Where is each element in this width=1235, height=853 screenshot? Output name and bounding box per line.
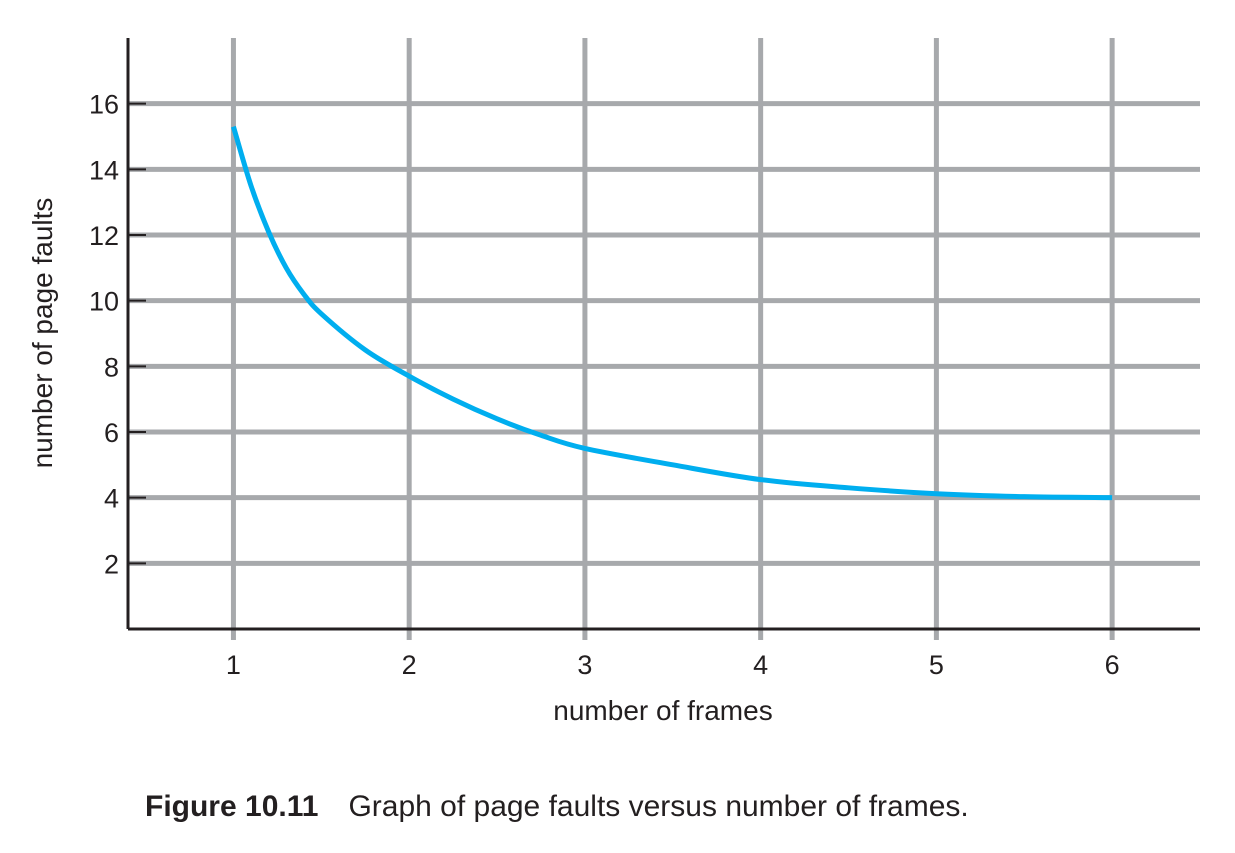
axes [126, 38, 1200, 631]
figure-caption-text: Graph of page faults versus number of fr… [348, 790, 969, 823]
x-tick-label-4: 4 [753, 650, 768, 680]
figure-number: Figure 10.11 [145, 790, 319, 823]
x-tick-label-2: 2 [402, 650, 417, 680]
grid [128, 38, 1200, 640]
x-axis-title: number of frames [553, 695, 772, 726]
x-tick-label-6: 6 [1105, 650, 1120, 680]
x-tick-label-3: 3 [577, 650, 592, 680]
y-tick-label-12: 12 [89, 221, 119, 251]
y-tick-label-16: 16 [89, 90, 119, 120]
series [231, 125, 1113, 501]
x-tick-label-5: 5 [929, 650, 944, 680]
x-tick-label-1: 1 [226, 650, 241, 680]
y-tick-label-10: 10 [89, 287, 119, 317]
y-tick-label-4: 4 [104, 484, 119, 514]
y-tick-label-14: 14 [89, 155, 119, 185]
y-tick-label-8: 8 [104, 352, 119, 382]
y-tick-label-2: 2 [104, 549, 119, 579]
y-tick-label-6: 6 [104, 418, 119, 448]
y-axis-title: number of page faults [27, 198, 58, 469]
figure-caption: Figure 10.11 Graph of page faults versus … [145, 790, 969, 824]
series-line-0 [231, 125, 1113, 501]
